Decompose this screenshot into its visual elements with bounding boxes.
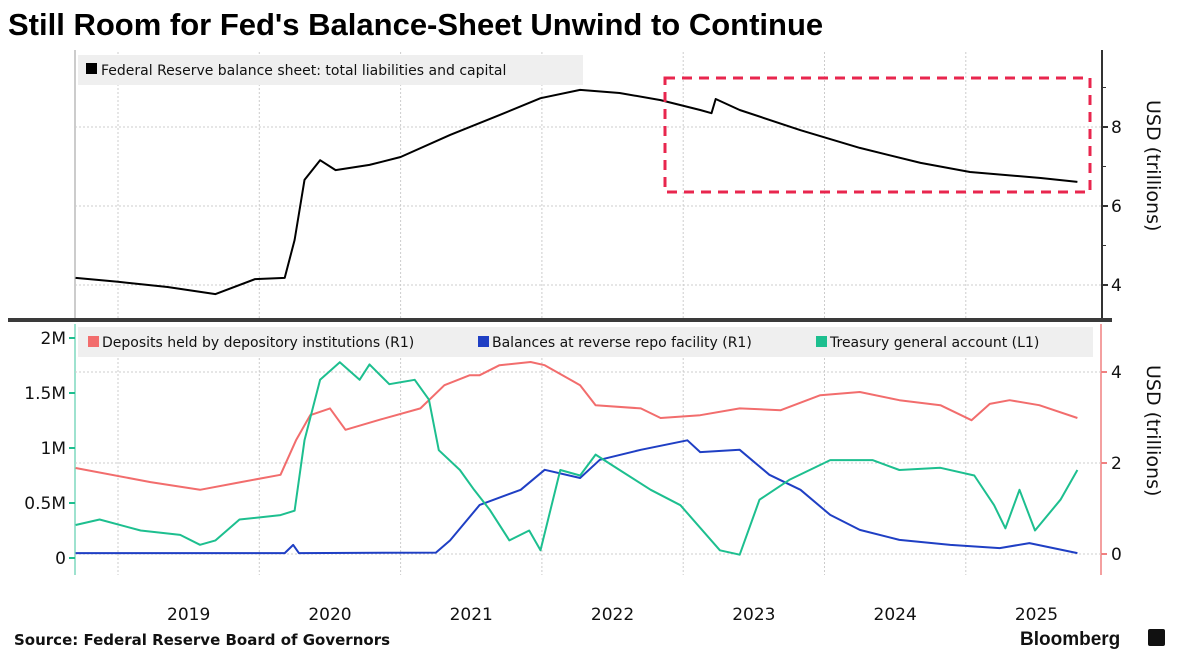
left-y-tick-label: 1.5M: [24, 384, 66, 404]
legend-label-deposits: Deposits held by depository institutions…: [102, 335, 414, 351]
top-y-tick-label: 4: [1111, 276, 1122, 296]
chart-title: Still Room for Fed's Balance-Sheet Unwin…: [8, 7, 823, 42]
bottom-y-ticks: 0 2 4 0 0.5M 1M 1.5M 2M: [24, 329, 1122, 569]
top-legend-swatch: [86, 63, 97, 74]
bloomberg-logo: Bloomberg: [1020, 629, 1120, 650]
reverse-repo-line: [75, 439, 1078, 555]
top-legend-label: Federal Reserve balance sheet: total lia…: [101, 63, 506, 79]
right-y-tick-label: 0: [1111, 545, 1122, 565]
x-tick-label: 2022: [591, 605, 634, 625]
top-grid: [117, 52, 967, 318]
top-legend-bg: [78, 55, 583, 85]
bloomberg-terminal-icon: [1148, 629, 1165, 646]
legend-swatch-tga: [816, 336, 827, 347]
left-y-tick-label: 0: [55, 549, 66, 569]
x-tick-label: 2019: [167, 605, 210, 625]
legend-swatch-deposits: [88, 336, 99, 347]
bottom-lines: [75, 361, 1079, 556]
x-tick-label: 2024: [874, 605, 917, 625]
bottom-legend-bg: [78, 327, 1093, 357]
x-tick-label: 2021: [450, 605, 493, 625]
highlight-box: [663, 76, 1092, 194]
top-y-tick-label: 6: [1111, 197, 1122, 217]
source-note: Source: Federal Reserve Board of Governo…: [14, 631, 390, 649]
left-y-tick-label: 0.5M: [24, 494, 66, 514]
fed-balance-sheet-line: [75, 88, 1078, 296]
x-tick-label: 2020: [308, 605, 351, 625]
bottom-grid: [117, 358, 967, 575]
top-y-axis-label: USD (trillions): [1142, 100, 1164, 231]
bottom-y-axis-label: USD (trillions): [1142, 365, 1164, 496]
top-y-tick-label: 8: [1111, 118, 1122, 138]
x-tick-labels: 2019 2020 2021 2022 2023 2024 2025: [167, 605, 1058, 625]
top-lines: [75, 88, 1078, 296]
tga-line: [75, 361, 1079, 556]
right-y-tick-label: 4: [1111, 363, 1122, 383]
x-tick-label: 2025: [1015, 605, 1058, 625]
left-y-tick-label: 2M: [41, 329, 66, 349]
legend-swatch-reverse-repo: [478, 336, 489, 347]
right-y-tick-label: 2: [1111, 454, 1122, 474]
deposits-line: [75, 361, 1078, 491]
x-tick-label: 2023: [732, 605, 775, 625]
legend-label-tga: Treasury general account (L1): [829, 335, 1039, 351]
bottom-panel: 0 2 4 0 0.5M 1M 1.5M 2M Deposits held by deposi…: [24, 324, 1164, 575]
top-y-ticks: 4 6 8: [75, 87, 1122, 296]
top-panel: 4 6 8 Federal Reserve balance sheet: total…: [74, 50, 1164, 318]
legend-label-reverse-repo: Balances at reverse repo facility (R1): [492, 335, 752, 351]
left-y-tick-label: 1M: [41, 439, 66, 459]
